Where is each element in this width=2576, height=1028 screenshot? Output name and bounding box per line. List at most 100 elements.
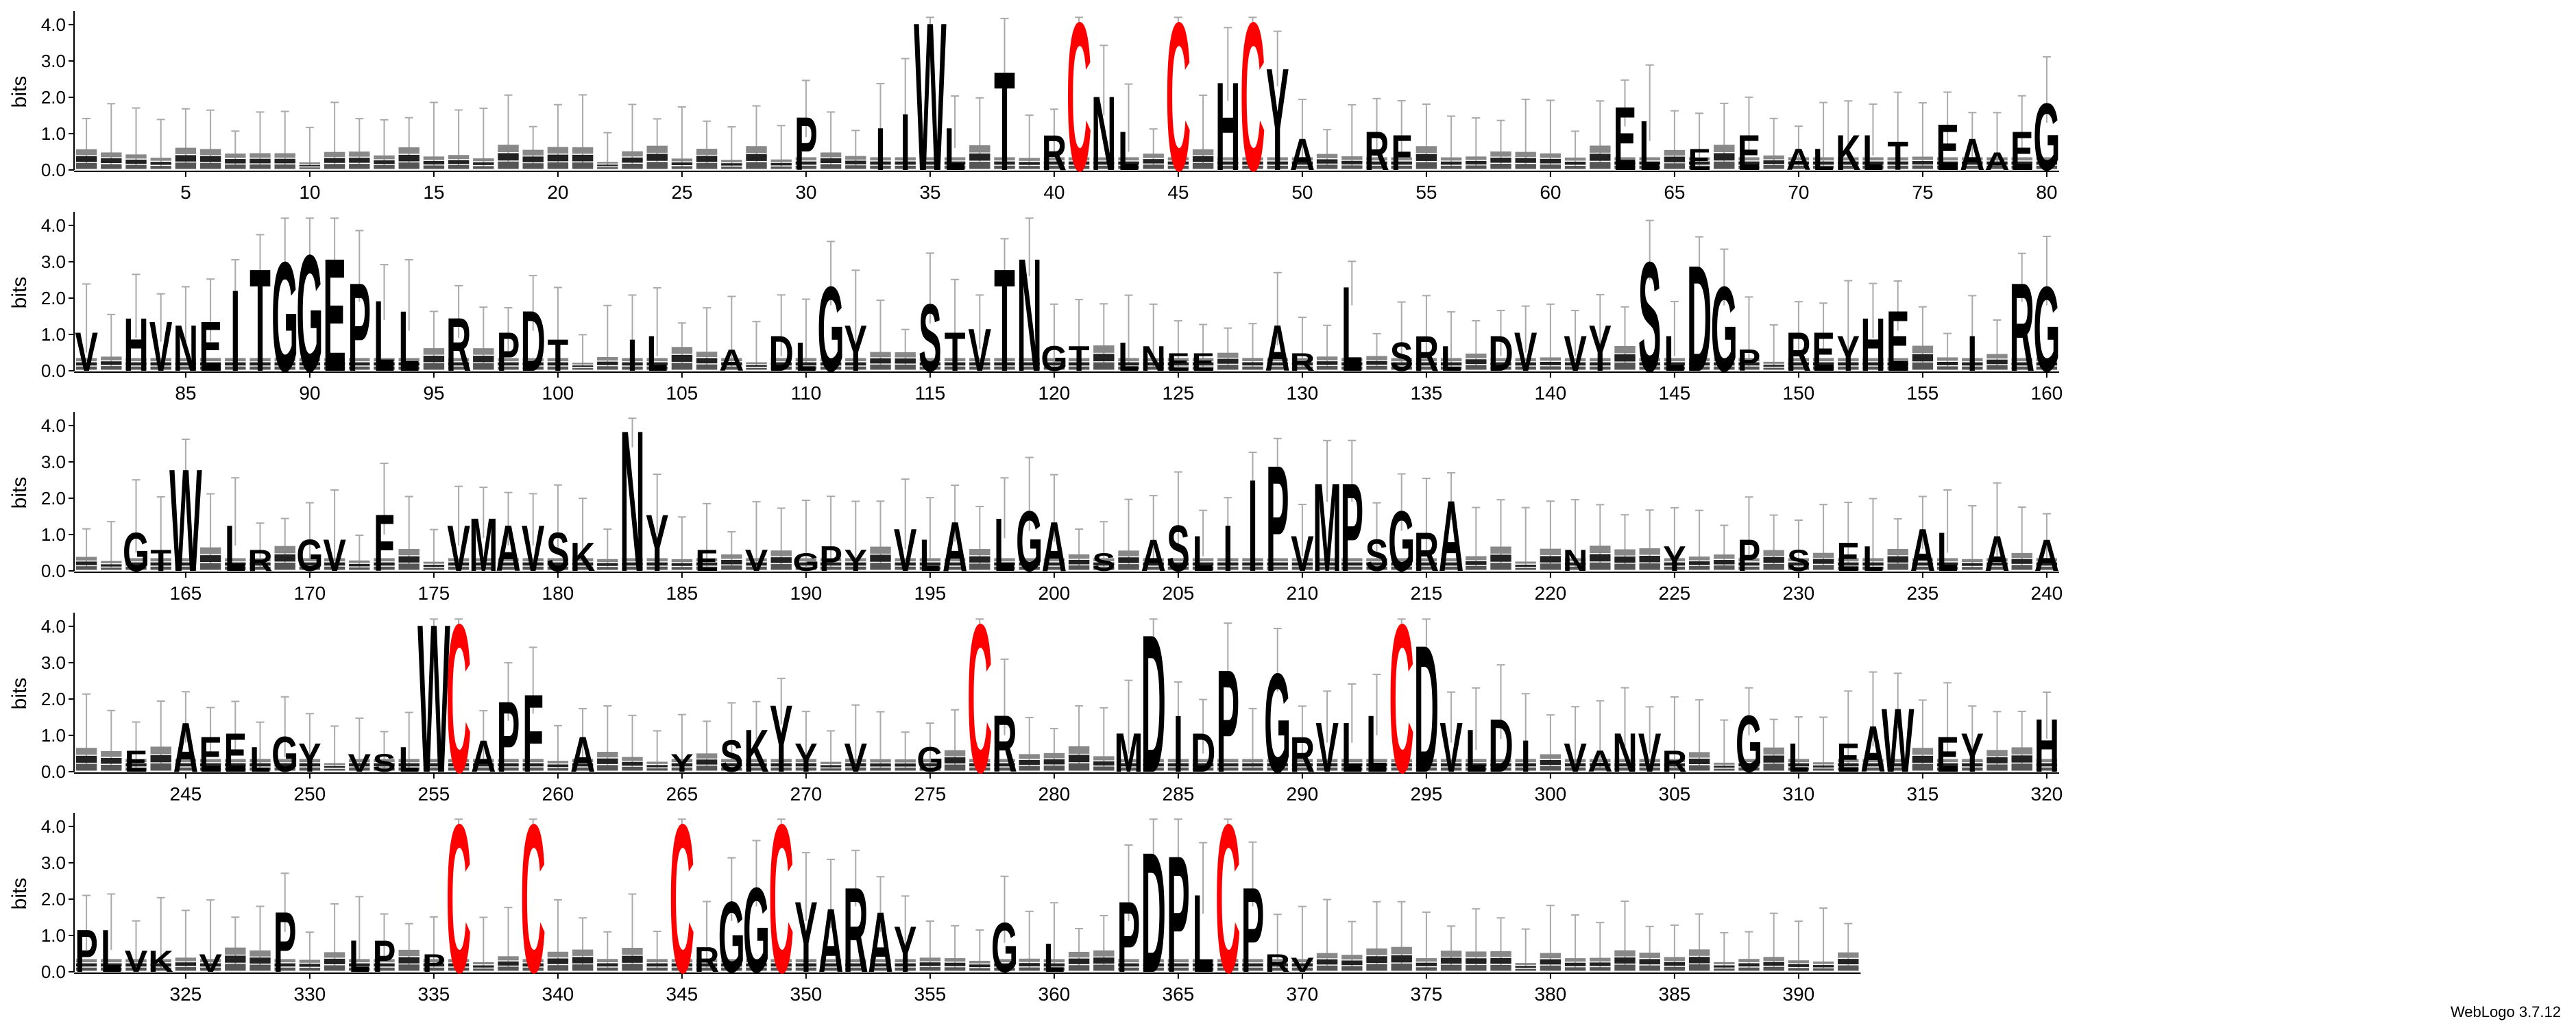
x-tick-label: 65 [1664,182,1685,203]
residue-stack-segment [746,562,767,566]
residue-stack-segment [895,558,916,562]
residue-stack-segment [1391,161,1412,165]
residue-stack-segment [1143,558,1164,562]
residue-stack-segment [770,358,792,362]
residue-stack-segment [1812,765,1834,768]
residue-stack-segment [870,157,891,161]
residue-stack-segment [597,563,618,566]
residue-stack-segment [1143,767,1164,771]
residue-stack-segment [448,759,470,763]
x-tick-label: 130 [1287,382,1319,404]
residue-stack-segment [1812,962,1834,964]
residue-letter: V [1315,709,1339,787]
residue-stack-segment [522,566,544,570]
residue-stack-segment [1217,352,1239,358]
residue-stack-segment [448,566,470,570]
residue-letter: V [1638,722,1662,784]
residue-stack-segment [473,962,494,965]
residue-stack-segment [1887,556,1908,563]
x-tick-label: 140 [1535,382,1567,404]
y-tick-label: 3.0 [41,452,66,472]
residue-letter: E [1886,294,1910,389]
residue-stack-segment [1267,959,1288,963]
residue-stack-segment [1540,959,1562,965]
residue-stack-segment [1068,746,1090,754]
residue-stack-segment [1490,554,1511,562]
residue-stack-segment [522,759,544,763]
residue-stack-segment [870,161,891,165]
residue-letter: Y [1266,38,1289,201]
residue-stack-segment [944,962,966,966]
residue-stack-segment [671,563,693,566]
residue-stack-segment [423,767,445,771]
residue-stack-segment [1043,362,1065,366]
residue-letter: A [1786,143,1811,177]
x-tick-label: 160 [2031,382,2063,404]
residue-stack-segment [2036,362,2058,366]
residue-stack-segment [398,362,420,366]
residue-stack-segment [746,566,767,570]
residue-stack-segment [1118,362,1139,366]
residue-stack-segment [1043,765,1065,771]
residue-stack-segment [75,162,97,169]
x-tick-label: 115 [915,382,946,404]
residue-stack-segment [1043,562,1065,566]
residue-stack-segment [1912,763,1934,771]
residue-stack-segment [1093,165,1115,169]
residue-stack-segment [597,567,618,570]
residue-stack-segment [1242,566,1263,570]
residue-stack-segment [1019,166,1040,169]
residue-letter: R [2010,257,2034,398]
residue-letter: S [1638,230,1662,405]
residue-stack-segment [398,563,420,570]
residue-stack-segment [1590,957,1611,962]
residue-letter: G [1016,494,1043,589]
residue-stack-segment [1986,365,2008,370]
residue-stack-segment [1838,165,1859,169]
residue-stack-segment [1936,157,1958,161]
residue-stack-segment [1714,560,1735,565]
residue-stack-segment [770,162,792,166]
residue-letter: C [1240,0,1265,215]
residue-letter: P [274,895,297,990]
residue-stack-segment [845,160,866,164]
residue-stack-segment [1068,951,1090,958]
residue-stack-segment [1118,557,1139,563]
residue-stack-segment [547,761,569,763]
residue-stack-segment [1564,157,1586,161]
residue-stack-segment [1714,768,1735,771]
residue-stack-segment [250,957,271,964]
residue-stack-segment [1118,165,1139,169]
residue-stack-segment [199,366,221,370]
residue-stack-segment [696,766,718,771]
residue-stack-segment [2011,552,2032,559]
residue-stack-segment [75,963,97,967]
residue-stack-segment [994,366,1015,370]
residue-stack-segment [1838,759,1859,763]
residue-stack-segment [969,556,991,563]
residue-stack-segment [274,967,295,971]
residue-stack-segment [150,162,171,165]
x-tick-label: 380 [1535,983,1567,1005]
residue-stack-segment [1986,161,2008,165]
residue-stack-segment [1217,767,1239,771]
residue-stack-segment [1267,157,1288,161]
residue-letter: L [1193,526,1214,583]
residue-letter: P [1266,434,1289,603]
residue-stack-segment [1366,365,1387,370]
residue-stack-segment [1366,558,1387,562]
residue-stack-segment [944,366,966,370]
residue-stack-segment [1118,366,1139,370]
residue-letter: R [1290,727,1315,783]
residue-stack-segment [423,959,445,963]
residue-letter: Y [1837,326,1860,382]
residue-stack-segment [374,358,395,362]
residue-stack-segment [522,558,544,562]
residue-stack-segment [1267,358,1288,362]
residue-stack-segment [1440,161,1462,165]
residue-stack-segment [175,362,197,366]
residue-stack-segment [1688,366,1710,370]
residue-stack-segment [994,562,1015,566]
residue-stack-segment [1614,157,1636,161]
